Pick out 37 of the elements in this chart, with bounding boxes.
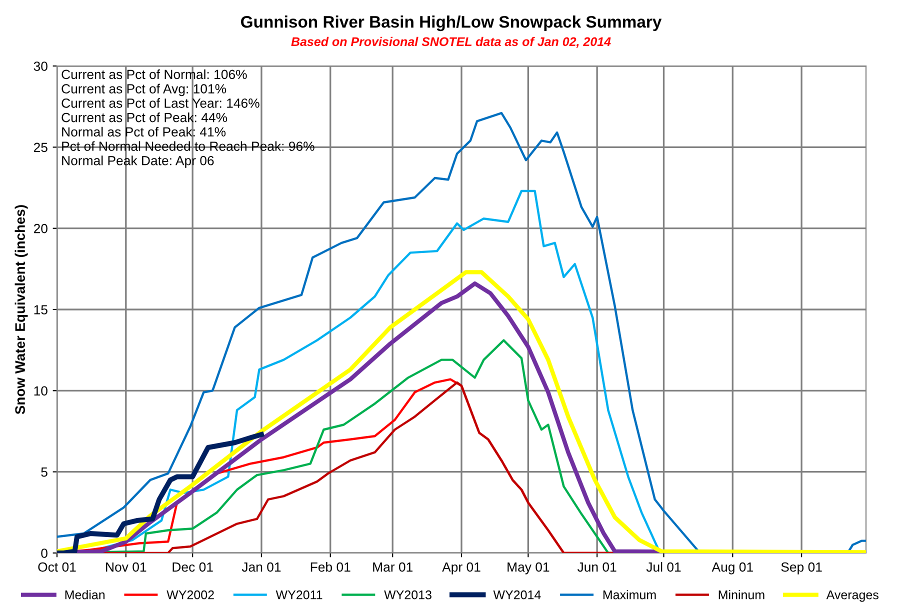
x-tick-label: Dec 01 [172, 562, 213, 572]
annotation: Current as Pct of Peak: 44% [62, 112, 228, 122]
legend-label: Mininum [718, 590, 764, 600]
y-tick-label: 25 [34, 142, 48, 152]
x-tick-label: Oct 01 [38, 562, 76, 572]
x-tick-label: Sep 01 [781, 562, 822, 574]
x-tick-label: Apr 01 [442, 562, 480, 574]
x-tick-label: Feb 01 [310, 562, 350, 572]
legend-label: Averages [826, 590, 878, 602]
annotation: Current as Pct of Last Year: 146% [62, 98, 260, 108]
legend-label: WY2014 [493, 590, 541, 600]
legend-label: Maximum [603, 590, 656, 600]
legend-label: WY2013 [384, 590, 432, 600]
y-tick-label: 10 [34, 386, 48, 396]
legend-label: Median [65, 590, 105, 600]
x-tick-label: May 01 [508, 562, 550, 574]
y-tick-label: 0 [41, 548, 48, 558]
annotation: Normal Peak Date: Apr 06 [62, 156, 214, 168]
y-tick-label: 30 [34, 62, 48, 71]
legend-label: WY2002 [166, 590, 214, 600]
annotation: Normal as Pct of Peak: 41% [62, 126, 226, 137]
x-tick-label: Jul 01 [646, 562, 681, 572]
chart-subtitle: Based on Provisional SNOTEL data as of Jan 02, 2014 [291, 36, 611, 48]
x-tick-label: Mar 01 [373, 562, 412, 572]
annotation: Current as Pct of Normal: 106% [62, 69, 247, 80]
x-tick-label: Jan 01 [242, 562, 281, 572]
y-tick-label: 5 [41, 468, 48, 477]
x-tick-label: Aug 01 [712, 562, 753, 574]
chart-title: Gunnison River Basin High/Low Snowpack Summary [241, 16, 662, 32]
legend-label: WY2011 [276, 590, 322, 600]
x-tick-label: Nov 01 [106, 562, 146, 572]
y-axis-title: Snow Water Equivalent (inches) [14, 205, 28, 414]
annotation: Pct of Normal Needed to Reach Peak: 96% [62, 141, 314, 151]
x-tick-label: Jun 01 [577, 562, 616, 572]
y-tick-label: 15 [34, 305, 48, 314]
annotation: Current as Pct of Avg: 101% [62, 84, 226, 96]
y-tick-label: 20 [34, 224, 48, 234]
